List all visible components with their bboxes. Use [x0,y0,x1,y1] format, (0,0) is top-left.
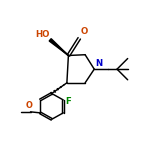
Text: F: F [65,97,71,106]
Polygon shape [49,39,68,55]
Text: O: O [25,101,32,110]
Text: O: O [81,27,88,36]
Text: HO: HO [35,30,49,39]
Text: N: N [95,59,102,68]
